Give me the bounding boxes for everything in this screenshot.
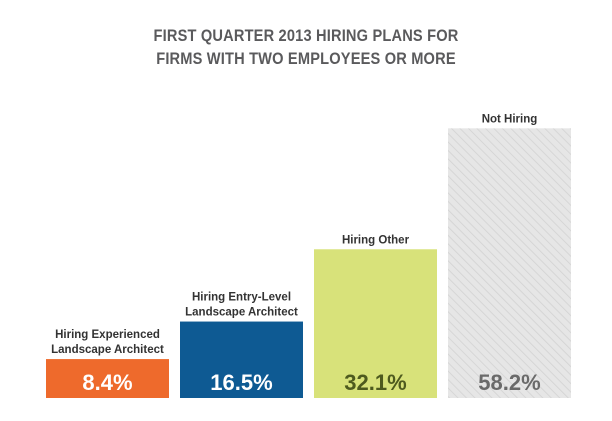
- bar-2: [180, 321, 303, 398]
- category-label-2-line-1: Hiring Entry-Level: [192, 292, 291, 304]
- bars-group: [46, 128, 571, 398]
- category-label-3-line-1: Hiring Other: [342, 234, 410, 246]
- bar-4: [448, 128, 571, 398]
- value-label-4: 58.2%: [478, 370, 540, 395]
- labels-group: 8.4% Hiring Experienced Landscape Architec…: [51, 113, 541, 395]
- category-label-2-line-2: Landscape Architect: [185, 307, 298, 319]
- category-label-4-line-1: Not Hiring: [482, 113, 538, 125]
- value-label-3: 32.1%: [344, 370, 406, 395]
- chart-title-line-2: FIRMS WITH TWO EMPLOYEES OR MORE: [156, 49, 456, 68]
- chart-title: FIRST QUARTER 2013 HIRING PLANS FOR FIRM…: [43, 24, 569, 70]
- chart-title-line-1: FIRST QUARTER 2013 HIRING PLANS FOR: [153, 26, 459, 45]
- bar-1: [46, 359, 169, 398]
- bar-3: [314, 249, 437, 398]
- category-label-1-line-2: Landscape Architect: [51, 344, 164, 356]
- value-label-2: 16.5%: [210, 370, 272, 395]
- category-label-1-line-1: Hiring Experienced: [55, 329, 160, 341]
- value-label-1: 8.4%: [82, 370, 132, 395]
